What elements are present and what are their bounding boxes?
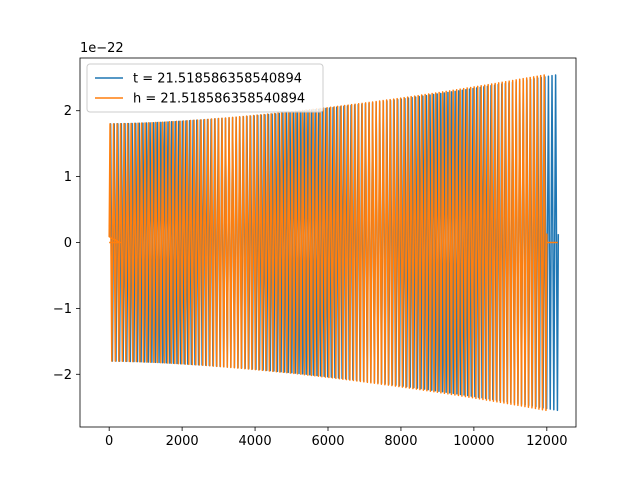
x-tick-label: 4000	[239, 434, 272, 449]
x-tick-label: 12000	[526, 434, 567, 449]
y-tick-label: 0	[64, 236, 72, 251]
y-offset-label: 1e−22	[80, 41, 124, 56]
y-tick-label: 1	[64, 170, 72, 185]
x-tick-label: 10000	[453, 434, 494, 449]
x-tick-label: 2000	[166, 434, 199, 449]
series-line-1	[108, 74, 558, 412]
axes: 0 2000 4000 6000 8000 10000 12000 −2 −1 0 1 2	[53, 57, 577, 449]
x-tick-label: 0	[105, 434, 113, 449]
legend-box	[86, 63, 324, 113]
x-tick-label: 8000	[384, 434, 417, 449]
plot-area	[108, 74, 560, 412]
y-tick-label: −1	[53, 302, 72, 317]
legend-label: t = 21.518586358540894	[133, 72, 302, 87]
y-tick-label: 2	[64, 104, 72, 119]
y-tick-label: −2	[53, 368, 72, 383]
legend-label: h = 21.518586358540894	[133, 92, 305, 107]
legend: t = 21.518586358540894 h = 21.51858635854…	[86, 63, 324, 113]
x-tick-label: 6000	[311, 434, 344, 449]
